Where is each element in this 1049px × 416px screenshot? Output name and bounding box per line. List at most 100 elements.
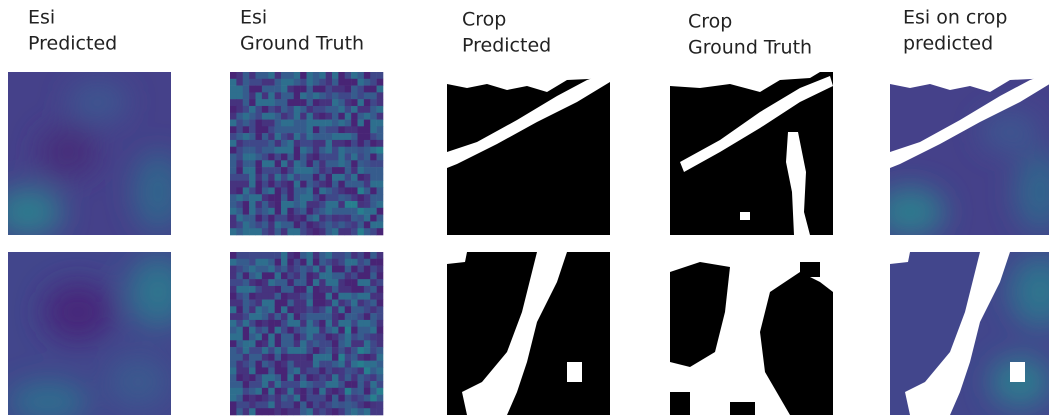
pixel [326, 293, 333, 300]
pixel [332, 395, 339, 402]
pixel [338, 401, 345, 408]
pixel [307, 174, 314, 181]
pixel [275, 113, 282, 120]
pixel [236, 259, 243, 266]
pixel [364, 327, 371, 334]
pixel [300, 126, 307, 133]
pixel [294, 167, 301, 174]
pixel [256, 266, 263, 273]
pixel [351, 181, 358, 188]
pixel [307, 320, 314, 327]
column-title: Crop [688, 11, 732, 33]
pixel [230, 381, 237, 388]
pixel [256, 228, 263, 235]
pixel [338, 320, 345, 327]
pixel [377, 286, 384, 293]
pixel [345, 306, 352, 313]
pixel [351, 160, 358, 167]
pixel [370, 252, 377, 259]
pixel [326, 320, 333, 327]
pixel [236, 347, 243, 354]
pixel [256, 181, 263, 188]
pixel [268, 194, 275, 201]
pixel [294, 272, 301, 279]
pixel [256, 160, 263, 167]
pixel [287, 279, 294, 286]
pixel [377, 208, 384, 215]
pixel [377, 327, 384, 334]
pixel [268, 167, 275, 174]
pixel [281, 367, 288, 374]
pixel [262, 300, 269, 307]
pixel [332, 408, 339, 415]
pixel [345, 147, 352, 154]
pixel [230, 320, 237, 327]
pixel [364, 347, 371, 354]
pixel [326, 208, 333, 215]
pixel [338, 194, 345, 201]
pixel [249, 252, 256, 259]
pixel [243, 374, 250, 381]
pixel [358, 106, 365, 113]
pixel [236, 252, 243, 259]
pixel [275, 140, 282, 147]
pixel [370, 208, 377, 215]
pixel [300, 174, 307, 181]
pixel [307, 194, 314, 201]
pixel [326, 160, 333, 167]
pixel [332, 126, 339, 133]
pixel [345, 374, 352, 381]
pixel [370, 367, 377, 374]
pixel [287, 266, 294, 273]
pixel [358, 79, 365, 86]
esi-on-crop-image [875, 72, 1049, 237]
pixel [364, 194, 371, 201]
pixel [370, 361, 377, 368]
pixel [230, 266, 237, 273]
pixel [345, 293, 352, 300]
pixel [287, 86, 294, 93]
pixel [307, 388, 314, 395]
pixel [364, 133, 371, 140]
pixel [338, 252, 345, 259]
pixel [326, 374, 333, 381]
pixel [300, 99, 307, 106]
pixel [377, 167, 384, 174]
pixel [287, 354, 294, 361]
pixel [364, 266, 371, 273]
pixel [243, 133, 250, 140]
pixel [319, 286, 326, 293]
pixel [338, 293, 345, 300]
pixel [249, 300, 256, 307]
pixel [262, 408, 269, 415]
pixel [332, 293, 339, 300]
pixel [319, 167, 326, 174]
pixel [300, 266, 307, 273]
pixel [338, 313, 345, 320]
pixel [268, 208, 275, 215]
pixel [275, 194, 282, 201]
pixel [345, 408, 352, 415]
pixel [319, 334, 326, 341]
pixel [230, 293, 237, 300]
pixel [230, 300, 237, 307]
pixel [262, 140, 269, 147]
pixel [287, 92, 294, 99]
pixel [332, 79, 339, 86]
pixel [332, 160, 339, 167]
pixel [249, 279, 256, 286]
pixel [262, 266, 269, 273]
pixel [377, 221, 384, 228]
pixel [275, 106, 282, 113]
pixel [294, 279, 301, 286]
pixel [351, 286, 358, 293]
pixel [358, 272, 365, 279]
pixel [319, 154, 326, 161]
pixel [307, 327, 314, 334]
pixel [351, 313, 358, 320]
pixel [345, 86, 352, 93]
pixel [345, 106, 352, 113]
pixel [281, 187, 288, 194]
pixel [338, 266, 345, 273]
pixel [300, 113, 307, 120]
